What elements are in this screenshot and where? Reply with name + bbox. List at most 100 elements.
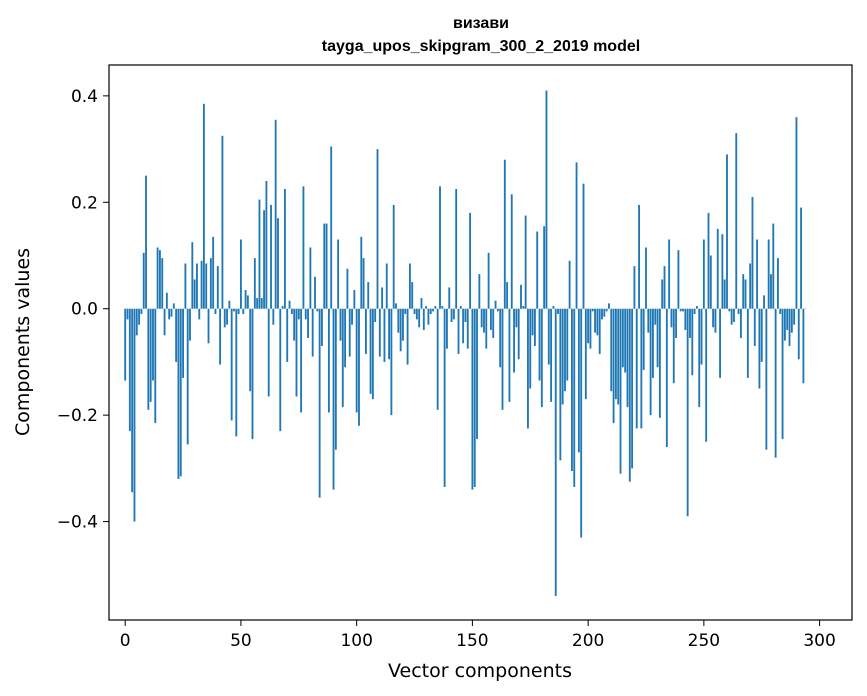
bar-component-77 xyxy=(302,186,305,309)
bar-component-184 xyxy=(550,308,553,402)
bar-component-293 xyxy=(802,308,805,384)
bar-component-264 xyxy=(735,133,738,309)
bar-component-97 xyxy=(348,308,351,357)
bar-component-191 xyxy=(566,308,569,381)
bar-component-17 xyxy=(163,308,166,336)
bar-component-277 xyxy=(765,308,768,450)
bar-component-90 xyxy=(332,308,335,490)
bar-component-245 xyxy=(691,308,694,376)
bar-component-67 xyxy=(279,308,282,432)
bar-component-54 xyxy=(249,308,252,392)
bar-component-47 xyxy=(233,308,235,312)
bar-component-55 xyxy=(251,308,254,440)
bar-component-270 xyxy=(749,263,752,309)
bar-component-235 xyxy=(668,239,671,309)
bar-component-43 xyxy=(223,308,226,328)
bar-component-177 xyxy=(533,308,536,346)
bar-component-23 xyxy=(177,308,180,479)
bar-component-102 xyxy=(360,236,363,309)
bar-component-157 xyxy=(487,252,490,309)
bar-component-108 xyxy=(374,308,377,323)
bar-component-181 xyxy=(543,226,546,309)
bar-component-136 xyxy=(439,186,441,309)
bar-component-243 xyxy=(686,308,689,517)
bar-component-244 xyxy=(689,308,691,338)
bar-component-260 xyxy=(726,154,728,309)
bar-component-148 xyxy=(466,308,469,349)
bar-component-13 xyxy=(154,308,157,424)
bar-component-30 xyxy=(193,279,196,309)
bar-component-219 xyxy=(631,308,634,469)
bar-component-187 xyxy=(557,308,559,315)
bar-component-96 xyxy=(346,268,349,309)
bar-component-282 xyxy=(777,258,779,309)
bar-component-178 xyxy=(536,231,539,309)
bar-component-59 xyxy=(260,298,263,309)
bar-component-237 xyxy=(672,308,675,384)
bar-component-147 xyxy=(464,308,467,323)
bar-component-19 xyxy=(168,308,171,320)
bar-component-145 xyxy=(459,306,462,309)
bar-component-119 xyxy=(399,308,402,352)
bar-component-284 xyxy=(781,308,784,440)
x-tick-label: 250 xyxy=(688,631,720,651)
bar-component-209 xyxy=(608,303,610,309)
bar-component-166 xyxy=(508,308,511,402)
bar-component-125 xyxy=(413,308,416,315)
bar-component-134 xyxy=(434,306,437,309)
bar-component-176 xyxy=(531,308,534,336)
bar-component-150 xyxy=(471,308,474,490)
y-tick-label: −0.4 xyxy=(57,513,98,533)
bar-component-88 xyxy=(327,308,330,413)
bar-component-100 xyxy=(355,308,358,413)
bar-component-141 xyxy=(450,308,453,323)
chart-title: визави xyxy=(453,15,509,32)
bar-component-172 xyxy=(522,306,525,309)
bar-component-292 xyxy=(800,207,802,309)
bar-component-65 xyxy=(274,119,277,309)
bar-component-164 xyxy=(503,159,506,309)
bar-component-93 xyxy=(339,308,342,341)
bar-component-113 xyxy=(385,263,388,309)
bar-component-10 xyxy=(147,308,150,410)
bar-component-206 xyxy=(601,308,603,320)
bar-component-266 xyxy=(739,308,742,338)
bar-component-279 xyxy=(770,274,772,309)
bar-component-288 xyxy=(790,308,793,333)
bar-component-267 xyxy=(742,274,745,309)
bar-component-15 xyxy=(159,250,161,309)
bar-component-26 xyxy=(184,263,187,309)
bar-component-83 xyxy=(316,308,319,312)
bar-component-42 xyxy=(221,135,224,309)
bar-component-68 xyxy=(281,306,284,309)
bar-component-39 xyxy=(214,308,217,315)
bar-component-16 xyxy=(161,258,164,309)
bar-component-131 xyxy=(427,308,430,325)
bar-component-179 xyxy=(538,308,541,381)
bar-component-80 xyxy=(309,247,312,309)
bar-component-171 xyxy=(520,284,522,309)
bar-component-116 xyxy=(392,204,395,309)
bar-component-89 xyxy=(330,146,333,309)
x-ticks-group: 0 50 100 150 200 250 300 xyxy=(120,620,836,651)
bar-component-24 xyxy=(179,308,182,477)
bar-component-146 xyxy=(462,308,465,344)
bar-component-265 xyxy=(737,308,740,315)
bar-component-225 xyxy=(645,247,647,309)
bar-component-247 xyxy=(695,306,698,309)
bar-component-155 xyxy=(483,308,485,333)
bar-component-79 xyxy=(307,308,309,338)
bar-component-230 xyxy=(656,308,659,368)
bar-component-242 xyxy=(684,308,687,330)
bar-component-44 xyxy=(226,308,228,325)
bar-component-289 xyxy=(793,308,796,325)
bar-component-6 xyxy=(138,308,141,325)
bar-component-81 xyxy=(311,308,314,357)
bar-component-193 xyxy=(571,308,573,472)
bar-component-263 xyxy=(733,308,735,323)
bar-component-38 xyxy=(212,236,215,309)
bar-component-159 xyxy=(492,308,495,338)
bar-component-239 xyxy=(677,250,680,309)
bar-component-276 xyxy=(763,295,765,309)
bar-component-111 xyxy=(381,287,384,309)
